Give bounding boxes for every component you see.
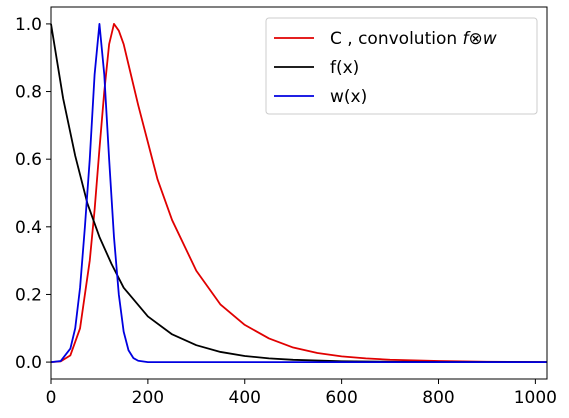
- x-axis: 0 200 400 600 800 1000: [46, 379, 557, 408]
- x-tick-label: 200: [132, 388, 164, 408]
- x-tick-label: 1000: [514, 388, 557, 408]
- y-tick-label: 0.6: [15, 150, 42, 170]
- y-tick-label: 0.0: [15, 353, 42, 373]
- x-tick-label: 600: [325, 388, 357, 408]
- y-tick-label: 1.0: [15, 15, 42, 35]
- y-tick-label: 0.2: [15, 285, 42, 305]
- x-tick-label: 400: [229, 388, 261, 408]
- legend: C , convolution f⊗w f(x) w(x): [265, 17, 538, 115]
- legend-box: [265, 17, 538, 115]
- legend-label-w: w(x): [330, 87, 367, 107]
- legend-label-f: f(x): [330, 58, 359, 78]
- y-axis: 0.0 0.2 0.4 0.6 0.8 1.0: [15, 15, 51, 373]
- x-tick-label: 0: [46, 388, 57, 408]
- y-tick-label: 0.4: [15, 218, 42, 238]
- x-tick-label: 800: [422, 388, 454, 408]
- legend-label-convolution: C , convolution f⊗w: [330, 29, 497, 49]
- y-tick-label: 0.8: [15, 83, 42, 103]
- series-line-2: [50, 23, 547, 363]
- series-line-0: [50, 23, 548, 363]
- plot-frame: [50, 6, 548, 380]
- legend-label-convolution-prefix: C , convolution: [330, 29, 463, 49]
- series-layer: [50, 23, 548, 363]
- legend-label-convolution-formula: f⊗w: [463, 29, 497, 49]
